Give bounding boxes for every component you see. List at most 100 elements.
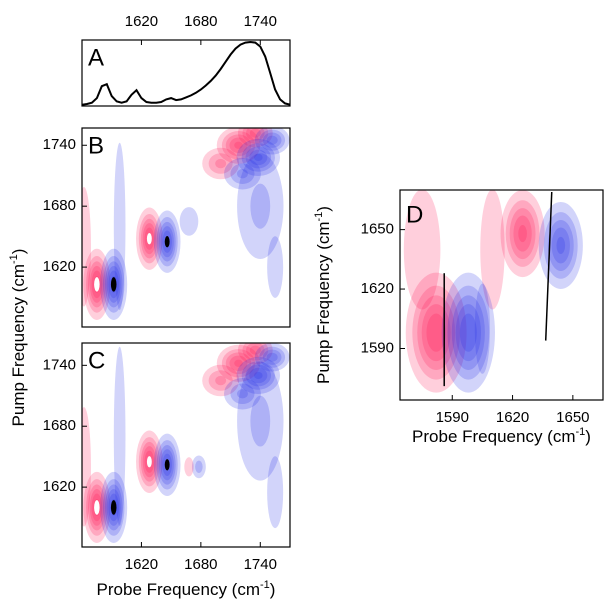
- contour-level: [179, 207, 199, 236]
- contour-level: [241, 143, 275, 172]
- contour-level: [237, 169, 248, 179]
- contour-level: [208, 370, 233, 391]
- y-tick-label: 1620: [361, 280, 394, 297]
- y-axis-label-sup: -1: [313, 212, 325, 222]
- contour-level: [505, 200, 540, 267]
- y-axis-label-text: Pump Frequency (cm: [9, 264, 28, 427]
- plot-area: [82, 343, 290, 544]
- contour-level: [421, 304, 451, 362]
- contour-level: [518, 225, 527, 243]
- panel-label: B: [88, 132, 104, 159]
- y-axis-label-text: Pump Frequency (cm: [314, 221, 333, 384]
- y-tick-label: 1740: [43, 136, 76, 153]
- x-axis-label-text: Probe Frequency (cm: [97, 580, 260, 599]
- contour-level: [242, 128, 269, 144]
- contour-level: [234, 141, 243, 149]
- contour-level: [254, 343, 290, 372]
- y-axis-label: Pump Frequency (cm-1): [8, 249, 29, 427]
- contour-level: [225, 134, 252, 157]
- guide-line: [544, 191, 553, 341]
- x-tick-label: 1620: [125, 556, 158, 573]
- contour-level: [234, 359, 243, 367]
- contour-level: [551, 227, 570, 264]
- contour-level: [403, 190, 441, 310]
- contour-level: [230, 163, 255, 184]
- contour-level: [245, 146, 272, 169]
- frame: [81, 39, 291, 107]
- y-tick-label: 1680: [43, 417, 76, 434]
- x-tick-label: 1590: [436, 409, 469, 426]
- contour-center: [146, 456, 152, 468]
- contour-level: [245, 364, 272, 387]
- x-tick-label: 1680: [184, 556, 217, 573]
- contour-level: [230, 383, 255, 405]
- contour-level: [556, 236, 566, 255]
- x-axis-label: Probe Frequency (cm-1): [412, 426, 591, 447]
- y-tick-label: 1680: [43, 197, 76, 214]
- contour-center: [164, 459, 170, 471]
- contour-level: [249, 128, 261, 138]
- contour-level: [237, 361, 284, 481]
- y-tick-label: 1620: [43, 258, 76, 275]
- plot-area: [403, 190, 583, 393]
- contour-level: [224, 377, 261, 410]
- contour-level: [191, 455, 206, 479]
- contour-level: [455, 304, 482, 362]
- contour-level: [236, 356, 281, 395]
- contour-level: [262, 132, 282, 148]
- x-tick-label: 1740: [244, 556, 277, 573]
- contour-level: [216, 128, 261, 164]
- contour-level: [474, 283, 491, 374]
- x-tick-label: 1620: [125, 13, 158, 30]
- frame: [399, 189, 604, 401]
- contour-level: [513, 215, 532, 252]
- contour-level: [426, 313, 446, 352]
- x-axis-label: Probe Frequency (cm-1): [97, 579, 276, 600]
- y-axis-label: Pump Frequency (cm-1): [313, 206, 334, 384]
- contour-level: [184, 457, 194, 477]
- contour-level: [208, 153, 233, 174]
- y-tick-label: 1740: [43, 356, 76, 373]
- contour-level: [249, 149, 268, 166]
- contour-center: [94, 277, 100, 292]
- plot-area: [82, 40, 290, 106]
- contour-level: [249, 345, 261, 355]
- contour-level: [547, 219, 574, 271]
- contour-level: [254, 128, 290, 155]
- contour-level: [216, 344, 261, 382]
- contour-level: [113, 142, 126, 311]
- panel-label: A: [88, 44, 104, 71]
- contour-level: [246, 128, 265, 141]
- x-axis-label-text: Probe Frequency (cm: [412, 427, 575, 446]
- contour-level: [267, 456, 284, 529]
- contour-level: [250, 183, 271, 229]
- contour-level: [543, 212, 578, 279]
- contour-level: [202, 364, 240, 397]
- x-axis-label-sup: -1: [260, 579, 270, 591]
- x-tick-label: 1620: [496, 409, 529, 426]
- contour-level: [237, 128, 273, 148]
- contour-center: [146, 232, 152, 245]
- contour-level: [254, 153, 263, 162]
- contour-level: [215, 375, 227, 386]
- contour-level: [237, 389, 248, 399]
- contour-center: [164, 236, 170, 248]
- contour-level: [224, 157, 261, 190]
- contour-level: [249, 367, 268, 384]
- frame: [81, 127, 291, 328]
- contour-level: [405, 272, 467, 393]
- contour-level: [246, 343, 265, 358]
- contour-level: [237, 153, 284, 260]
- frame: [81, 342, 291, 548]
- x-axis-label-sup: -1: [576, 426, 586, 438]
- contour-level: [266, 352, 278, 362]
- y-axis-label-end: ): [314, 206, 333, 212]
- y-tick-label: 1650: [361, 221, 394, 238]
- contour-level: [451, 295, 485, 370]
- contour-center: [110, 277, 117, 292]
- x-axis-label-end: ): [585, 427, 591, 446]
- contour-level: [229, 355, 248, 371]
- y-axis-label-sup: -1: [8, 254, 20, 264]
- contour-level: [82, 407, 91, 527]
